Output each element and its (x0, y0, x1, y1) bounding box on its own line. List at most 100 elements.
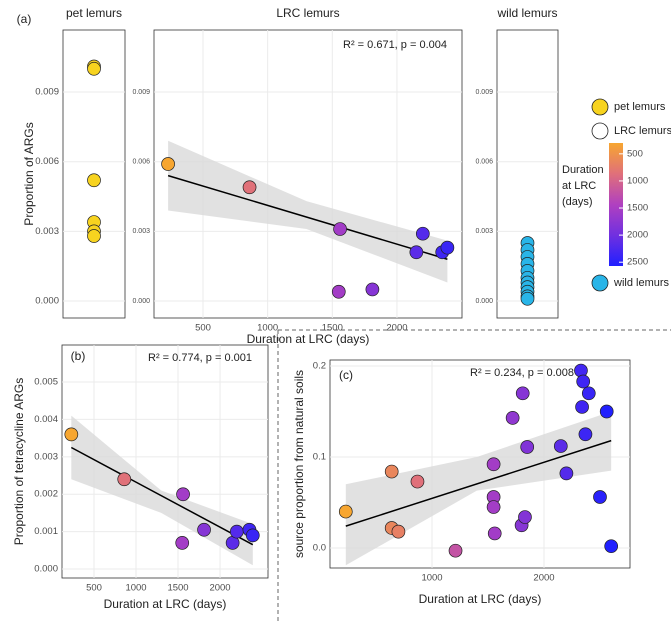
legend-marker (591, 98, 609, 116)
panel-label: (b) (71, 349, 86, 363)
data-point (553, 439, 568, 453)
data-point (242, 180, 257, 195)
data-point (161, 157, 175, 171)
data-point (64, 427, 79, 442)
y-axis-title: source proportion from natural soils (292, 370, 306, 558)
data-point (87, 173, 101, 188)
x-tick-label: 500 (86, 583, 102, 594)
data-point (117, 472, 132, 487)
colorbar-tick-label: 1000 (627, 175, 648, 186)
data-point (448, 543, 463, 558)
data-point (581, 386, 596, 401)
colorbar-tick-label: 1500 (627, 203, 648, 214)
annotation: R² = 0.671, p = 0.004 (343, 39, 447, 51)
legend-label: pet lemurs (614, 101, 666, 113)
y-tick-label: 0.000 (475, 298, 493, 305)
colorbar-title: (days) (562, 196, 593, 208)
annotation: R² = 0.234, p = 0.008 (470, 367, 574, 379)
data-point (410, 474, 425, 489)
data-point (87, 229, 101, 243)
data-point (333, 222, 347, 236)
data-point (409, 245, 424, 260)
y-tick-label: 0.003 (132, 228, 150, 235)
colorbar-title: Duration (562, 164, 604, 176)
y-tick-label: 0.006 (475, 159, 493, 166)
legend-marker (591, 274, 609, 292)
x-tick-label: 1000 (421, 573, 442, 584)
data-point (176, 487, 190, 502)
data-point (87, 61, 101, 76)
legend-label: wild lemurs (613, 277, 670, 289)
x-axis-title: Duration at LRC (days) (104, 597, 227, 611)
x-tick-label: 2000 (209, 583, 230, 594)
data-point (578, 427, 593, 442)
data-point (604, 539, 619, 554)
data-point (593, 490, 607, 504)
colorbar-tick-label: 500 (627, 148, 643, 159)
legend-label: LRC lemurs (614, 125, 671, 137)
y-tick-label: 0.006 (35, 156, 59, 167)
data-point (576, 374, 591, 389)
data-point (197, 522, 211, 537)
data-point (338, 504, 353, 519)
y-tick-label: 0.003 (34, 451, 58, 462)
panel-label: (a) (17, 12, 32, 26)
y-tick-label: 0.000 (132, 298, 150, 305)
data-point (520, 291, 535, 306)
x-axis-title: Duration at LRC (days) (247, 332, 370, 346)
data-point (415, 226, 430, 241)
y-tick-label: 0.000 (34, 564, 58, 575)
data-point (229, 524, 244, 539)
y-tick-label: 0.004 (34, 414, 58, 425)
panel-label: (c) (339, 368, 353, 382)
data-point (331, 284, 346, 299)
data-point (365, 282, 380, 297)
data-point (515, 386, 530, 401)
y-tick-label: 0.0 (313, 542, 326, 553)
data-point (175, 535, 190, 550)
confidence-band (168, 140, 448, 283)
data-point (520, 440, 535, 454)
y-tick-label: 0.2 (313, 361, 326, 372)
data-point (487, 526, 502, 541)
data-point (518, 510, 532, 524)
y-axis-title: Proportion of ARGs (22, 122, 36, 225)
data-point (599, 404, 614, 419)
data-point (384, 464, 399, 479)
y-tick-label: 0.1 (313, 452, 326, 463)
y-axis-title: Proportion of tetracycline ARGs (12, 378, 26, 545)
data-point (391, 524, 406, 539)
data-point (440, 240, 455, 255)
trend-line (167, 174, 448, 260)
x-tick-label: 1500 (167, 583, 188, 594)
y-tick-label: 0.001 (34, 526, 58, 537)
y-tick-label: 0.009 (35, 87, 59, 98)
data-point (559, 466, 574, 481)
x-tick-label: 1000 (257, 323, 278, 334)
x-axis-title: Duration at LRC (days) (419, 592, 542, 606)
legend-marker (591, 122, 609, 140)
x-tick-label: 500 (195, 323, 211, 334)
strip-title: wild lemurs (496, 6, 557, 20)
strip-title: LRC lemurs (276, 6, 339, 20)
y-tick-label: 0.009 (475, 89, 493, 96)
colorbar (609, 143, 623, 266)
y-tick-label: 0.003 (475, 228, 493, 235)
data-point (575, 400, 589, 414)
trend-line (70, 446, 254, 546)
y-tick-label: 0.009 (132, 89, 150, 96)
colorbar-title: at LRC (562, 180, 596, 192)
colorbar-tick-label: 2500 (627, 257, 648, 268)
confidence-band (345, 411, 612, 566)
colorbar-tick-label: 2000 (627, 230, 648, 241)
data-point (245, 528, 260, 543)
trend-line (345, 439, 612, 527)
y-tick-label: 0.005 (34, 377, 58, 388)
y-tick-label: 0.006 (132, 159, 150, 166)
data-point (505, 411, 520, 425)
annotation: R² = 0.774, p = 0.001 (148, 352, 252, 364)
x-tick-label: 1500 (322, 323, 343, 334)
x-tick-label: 2000 (386, 323, 407, 334)
y-tick-label: 0.002 (34, 489, 58, 500)
